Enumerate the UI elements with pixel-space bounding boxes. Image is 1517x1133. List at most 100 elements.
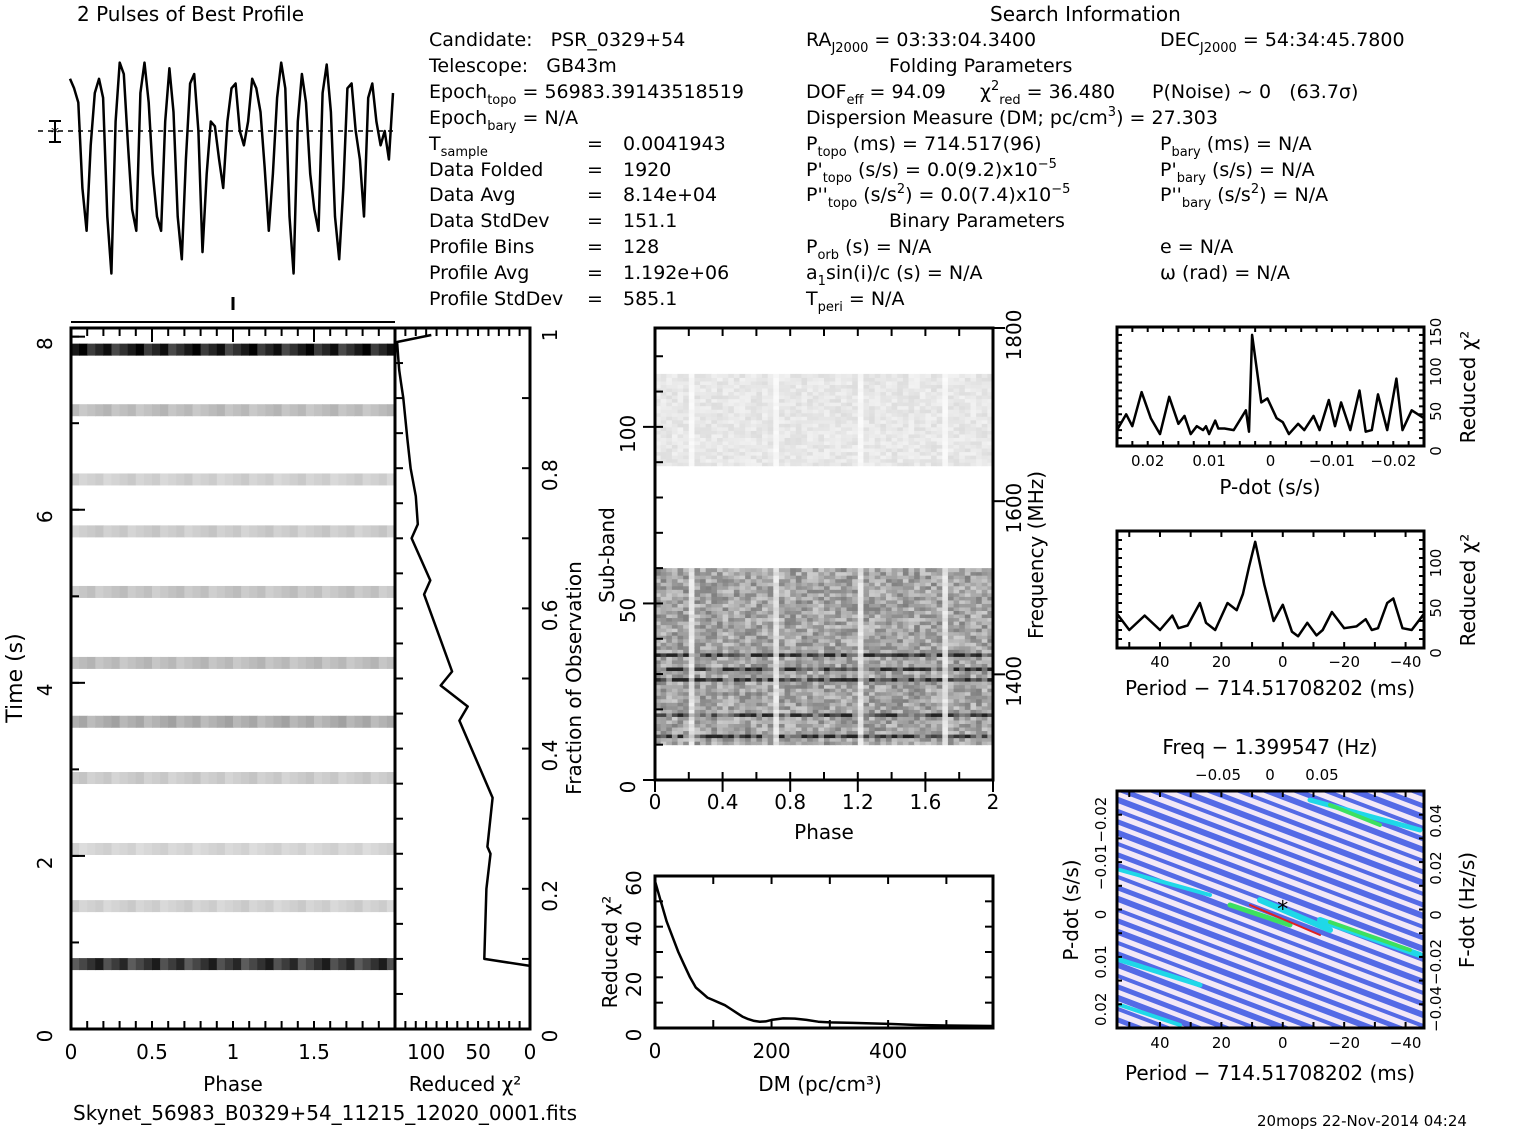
subband-cell	[908, 727, 915, 732]
info-row-value: 585.1	[623, 288, 678, 310]
subband-cell	[773, 688, 780, 693]
subband-cell	[880, 599, 887, 604]
subband-cell	[790, 412, 797, 417]
subband-cell	[728, 398, 735, 403]
time-row-cell	[103, 656, 112, 669]
subband-cell	[655, 582, 662, 587]
subband-cell	[767, 391, 774, 396]
subband-cell	[807, 723, 814, 728]
subband-cell	[722, 423, 729, 428]
subband-cell	[750, 709, 757, 714]
subband-cell	[824, 667, 831, 672]
subband-cell	[857, 691, 864, 696]
subband-cell	[773, 631, 780, 636]
subband-cell	[739, 388, 746, 393]
subband-cell	[739, 734, 746, 739]
subband-cell	[852, 448, 859, 453]
subband-cell	[807, 695, 814, 700]
subband-cell	[931, 649, 938, 654]
subband-cell	[778, 458, 786, 463]
subband-cell	[885, 677, 893, 682]
subband-cell	[857, 734, 864, 739]
subband-cell	[671, 444, 679, 449]
subband-cell	[885, 614, 893, 619]
subband-cell	[953, 670, 960, 675]
subband-cell	[739, 430, 746, 435]
time-row-cell	[338, 404, 347, 417]
subband-cell	[874, 737, 881, 742]
time-row-cell	[143, 900, 153, 913]
subband-cell	[874, 423, 881, 428]
subband-cell	[739, 458, 746, 463]
subband-cell	[846, 712, 853, 717]
subband-cell	[655, 727, 662, 732]
subband-cell	[705, 430, 712, 435]
subband-cell	[784, 705, 791, 710]
subband-cell	[891, 702, 898, 707]
subband-cell	[694, 621, 701, 626]
subband-cell	[891, 585, 898, 590]
subband-cell	[784, 589, 791, 594]
subband-cell	[784, 582, 791, 587]
subband-cell	[846, 423, 853, 428]
subband-cell	[852, 426, 859, 431]
subband-cell	[936, 451, 943, 456]
subband-cell	[925, 596, 932, 601]
subband-cell	[959, 684, 966, 689]
time-row-cell	[378, 842, 388, 855]
subband-cell	[953, 691, 960, 696]
subband-cell	[959, 681, 966, 686]
time-row-cell	[135, 715, 145, 728]
subband-cell	[705, 659, 712, 664]
time-row-cell	[103, 900, 112, 913]
subband-cell	[846, 681, 853, 686]
subband-cell	[767, 719, 774, 724]
subband-cell	[947, 437, 955, 442]
subband-cell	[908, 412, 915, 417]
subband-cell	[976, 582, 983, 587]
subband-cell	[812, 578, 819, 583]
subband-cell	[795, 458, 802, 463]
time-row-cell	[346, 473, 355, 486]
subband-cell	[857, 423, 864, 428]
subband-cell	[801, 614, 808, 619]
subband-cell	[891, 603, 898, 608]
subband-cell	[801, 730, 808, 735]
subband-cell	[885, 599, 893, 604]
time-row-cell	[386, 842, 396, 855]
subband-cell	[908, 691, 915, 696]
subband-cell	[711, 395, 718, 400]
subband-cell	[869, 670, 876, 675]
subband-cell	[655, 681, 662, 686]
subband-cell	[807, 652, 814, 657]
subband-cell	[778, 649, 786, 654]
subband-cell	[942, 677, 949, 682]
subband-cell	[762, 667, 769, 672]
subband-cell	[919, 719, 926, 724]
time-row-cell	[346, 656, 355, 669]
subband-cell	[807, 635, 814, 640]
subband-cell	[970, 638, 977, 643]
subband-cell	[745, 621, 752, 626]
subband-cell	[835, 441, 842, 446]
subband-cell	[987, 741, 994, 746]
subband-cell	[778, 667, 786, 672]
subband-cell	[756, 677, 763, 682]
subband-cell	[897, 455, 904, 460]
subband-cell	[807, 585, 814, 590]
subband-cell	[908, 656, 915, 661]
subband-cell	[824, 734, 831, 739]
subband-cell	[863, 681, 870, 686]
time-row-cell	[314, 842, 323, 855]
subband-cell	[756, 433, 763, 438]
subband-cell	[976, 691, 983, 696]
time-row-cell	[281, 715, 291, 728]
subband-cell	[677, 599, 684, 604]
subband-cell	[784, 444, 791, 449]
subband-cell	[902, 614, 909, 619]
time-row-cell	[216, 525, 226, 538]
subband-cell	[891, 674, 898, 679]
subband-cell	[880, 617, 887, 622]
subband-cell	[824, 596, 831, 601]
